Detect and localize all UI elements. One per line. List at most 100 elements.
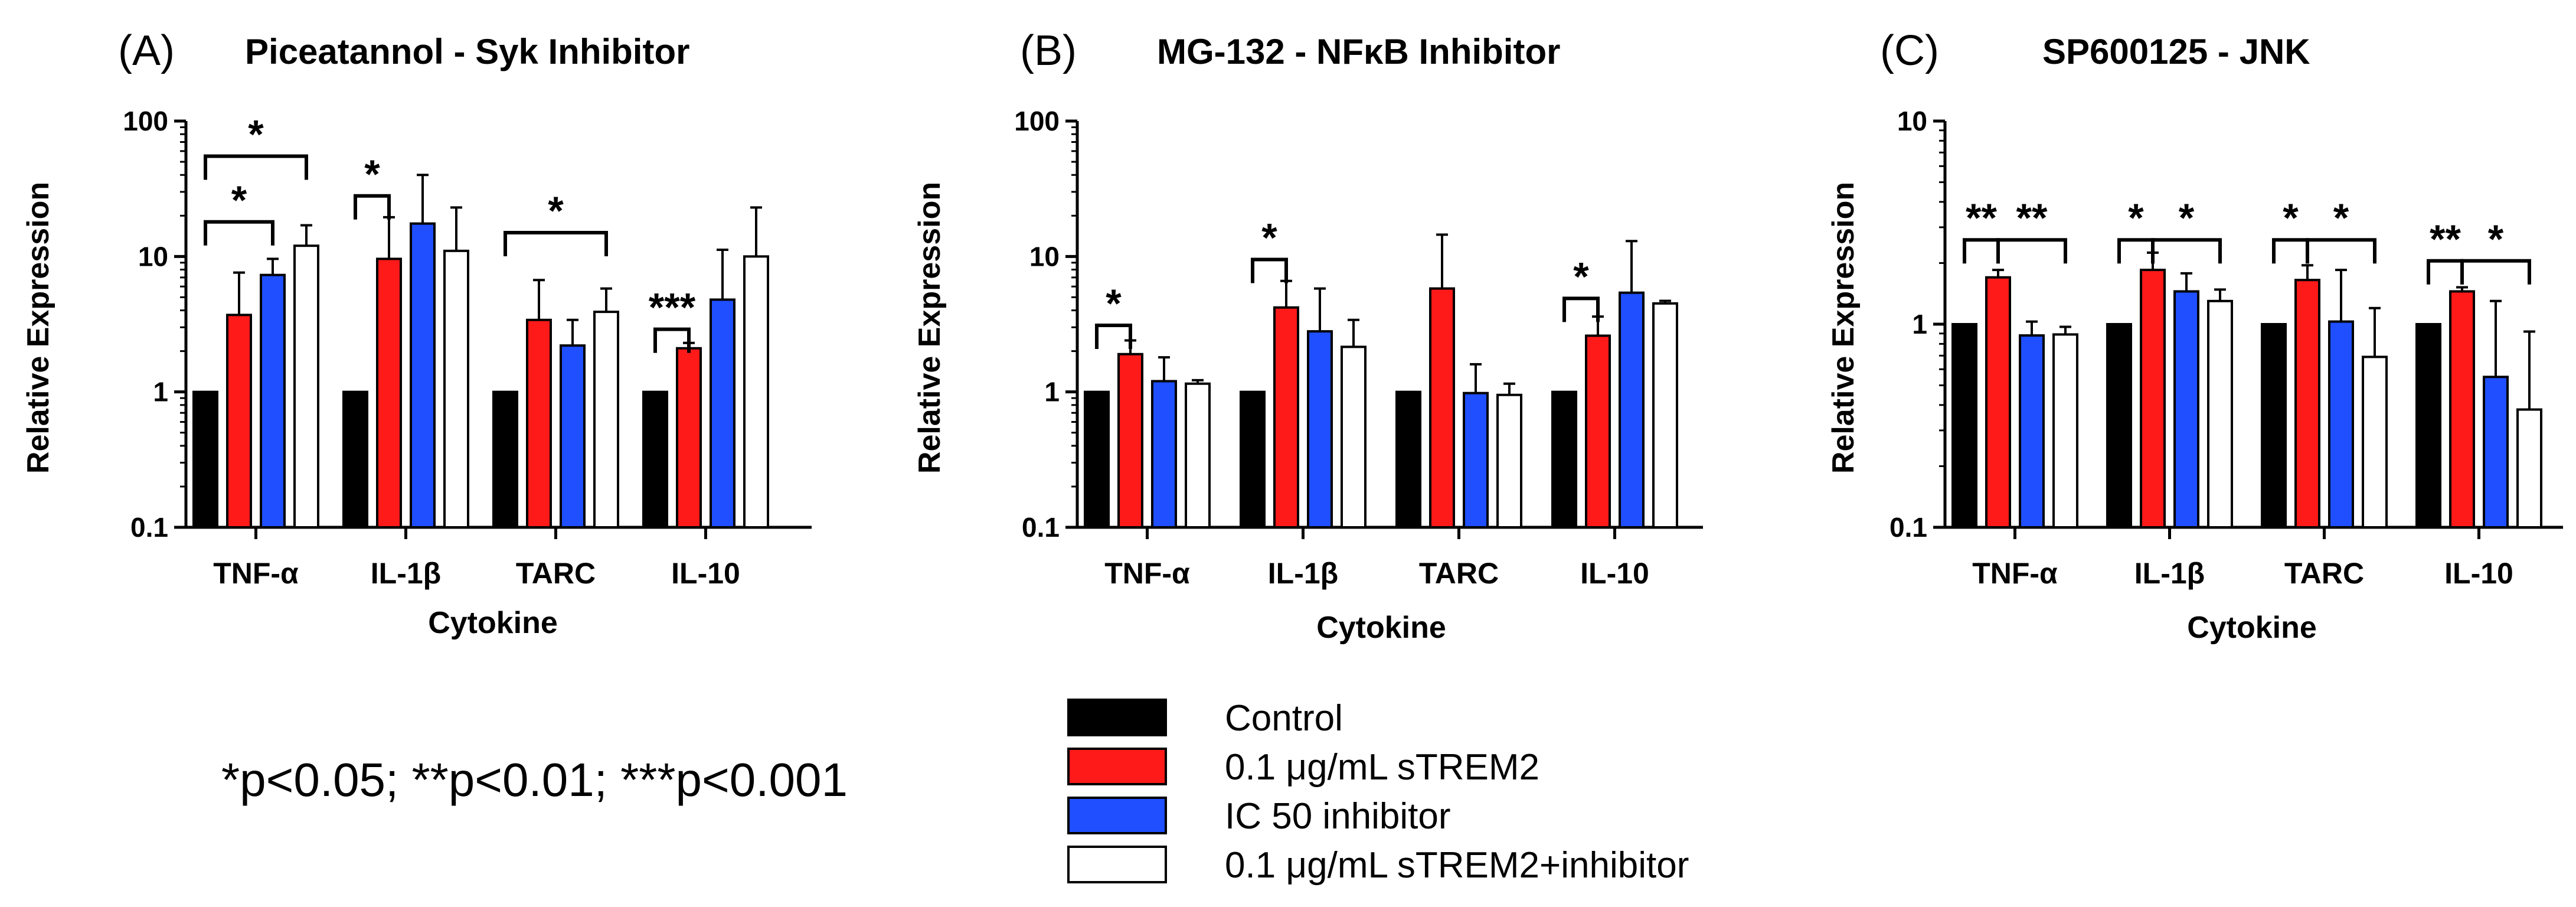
panel-c-sig-label-6: ** (2430, 217, 2461, 262)
panel-a-sig-label-0: * (248, 112, 264, 157)
legend-swatch-strem2 (1067, 748, 1167, 785)
panel-c-bar-s1-c2 (2294, 279, 2320, 528)
panel-c-category-label-3: IL-10 (2444, 557, 2513, 590)
panel-c-sig-bracket-5 (2306, 238, 2376, 264)
panel-b-bar-s1-c1 (1273, 306, 1299, 528)
panel-c-sig-label-3: * (2179, 195, 2195, 240)
panel-a-sig-bracket-4 (653, 327, 691, 353)
panel-a-ylabel: Relative Expression (21, 182, 55, 474)
panel-b-sig-bracket-1 (1251, 257, 1288, 283)
panel-a-bar-s0-c0 (192, 390, 218, 529)
panel-a: (A) Piceatannol - Syk Inhibitor Relative… (21, 27, 812, 640)
panel-c-sig-label-2: * (2128, 195, 2144, 240)
panel-a-category-label-0: TNF-α (213, 557, 299, 590)
panel-c-bar-s2-c0 (2019, 334, 2045, 528)
panel-a-category-label-2: TARC (516, 557, 596, 590)
panel-c-title: SP600125 - JNK (2042, 32, 2310, 71)
legend-label-control: Control (1225, 698, 1343, 739)
panel-a-sig-label-3: * (548, 188, 564, 233)
panel-a-bar-s2-c0 (260, 273, 286, 528)
panel-b-bar-s1-c0 (1117, 353, 1143, 529)
panel-a-title: Piceatannol - Syk Inhibitor (245, 32, 689, 71)
panel-a-sig-label-4: *** (649, 285, 696, 330)
panel-c-ytick-label-2: 10 (1897, 106, 1927, 136)
panel-c-bar-s0-c1 (2106, 323, 2132, 528)
panel-a-bar-s1-c3 (676, 347, 702, 529)
panel-a-bar-s3-c3 (743, 255, 769, 528)
panel-b-category-label-1: IL-1β (1268, 557, 1338, 590)
panel-c-bar-s2-c1 (2173, 290, 2199, 528)
panel-a-bar-s1-c0 (226, 314, 252, 528)
panel-b-category-label-2: TARC (1419, 557, 1499, 590)
panel-c-sig-bracket-7 (2460, 259, 2531, 285)
panel-b-sig-label-2: * (1573, 254, 1589, 299)
panel-c-bar-s3-c1 (2207, 299, 2233, 528)
panel-c-bar-s1-c3 (2449, 290, 2475, 528)
panel-c-category-label-2: TARC (2284, 557, 2364, 590)
panel-a-sig-bracket-3 (504, 230, 608, 256)
panel-c-bar-s1-c1 (2140, 269, 2166, 528)
panel-c-sig-bracket-1 (1996, 238, 2067, 264)
legend-item-strem2: 0.1 μg/mL sTREM2 (1067, 747, 1539, 788)
panel-b-bar-s1-c2 (1429, 287, 1455, 528)
panel-a-bar-s2-c2 (560, 344, 586, 529)
panel-b-bar-s0-c1 (1240, 390, 1266, 529)
panel-c-sig-label-0: ** (1966, 195, 1997, 240)
panel-b-bar-s3-c0 (1185, 382, 1211, 529)
panel-a-category-label-1: IL-1β (371, 557, 441, 590)
panel-b-bar-s3-c1 (1341, 345, 1367, 528)
panel-c-ylabel: Relative Expression (1826, 182, 1861, 474)
panel-b-bar-s0-c3 (1551, 390, 1577, 529)
panel-a-bar-s3-c2 (593, 311, 619, 528)
legend-swatch-control (1067, 699, 1167, 736)
panel-c-bar-s3-c3 (2516, 408, 2542, 528)
panel-c-bar-s2-c3 (2483, 376, 2509, 529)
panel-c: (C) SP600125 - JNK Relative Expression C… (1826, 27, 2563, 645)
panel-c-sig-bracket-4 (2272, 238, 2309, 264)
panel-c-bar-s0-c3 (2415, 323, 2441, 528)
panel-b-sig-label-1: * (1261, 215, 1277, 260)
panel-c-sig-label-7: * (2488, 217, 2504, 262)
legend-label-strem2-inhibitor: 0.1 μg/mL sTREM2+inhibitor (1225, 845, 1689, 886)
panel-b-sig-label-0: * (1106, 281, 1122, 326)
panel-b-bar-s0-c2 (1395, 390, 1421, 529)
panel-c-bar-s0-c0 (1951, 323, 1977, 528)
panel-c-category-label-0: TNF-α (1972, 557, 2058, 590)
panel-c-category-label-1: IL-1β (2134, 557, 2205, 590)
panel-b-bar-s2-c0 (1151, 380, 1177, 528)
panel-b-sig-bracket-2 (1562, 296, 1600, 322)
legend-item-strem2-inhibitor: 0.1 μg/mL sTREM2+inhibitor (1067, 845, 1689, 886)
panel-a-bar-s0-c3 (642, 390, 668, 529)
panel-b-ytick-label-0: 0.1 (1022, 512, 1060, 543)
panel-b-bar-s2-c1 (1307, 330, 1333, 528)
panel-a-bar-s3-c0 (293, 244, 319, 528)
legend-label-inhibitor: IC 50 inhibitor (1225, 796, 1451, 837)
panel-b-xlabel: Cytokine (1316, 611, 1446, 645)
panel-a-category-label-3: IL-10 (671, 557, 740, 590)
legend-item-control: Control (1067, 698, 1343, 739)
panel-a-xlabel: Cytokine (428, 606, 558, 640)
panel-c-tag: (C) (1880, 27, 1939, 74)
panel-b-bar-s1-c3 (1585, 334, 1611, 528)
panel-a-ytick-label-3: 100 (123, 106, 168, 136)
panel-b-tag: (B) (1020, 27, 1077, 74)
panel-b-category-label-3: IL-10 (1580, 557, 1649, 590)
panel-c-bar-s3-c2 (2362, 355, 2388, 528)
legend-swatch-strem2-inhibitor (1067, 846, 1167, 883)
panel-b-bar-s0-c0 (1084, 390, 1110, 529)
panel-a-bar-s2-c1 (410, 222, 436, 528)
panel-c-sig-label-1: ** (2016, 195, 2048, 240)
panel-b-category-label-0: TNF-α (1104, 557, 1190, 590)
panel-c-sig-label-5: * (2333, 195, 2349, 240)
legend-swatch-inhibitor (1067, 797, 1167, 834)
panel-b-bar-s2-c2 (1463, 391, 1489, 529)
panel-b-bar-s3-c2 (1496, 393, 1522, 528)
panel-a-sig-bracket-2 (354, 194, 391, 220)
panel-a-ytick-label-1: 1 (153, 377, 168, 407)
panel-a-sig-bracket-0 (204, 154, 308, 180)
panel-c-bar-s1-c0 (1985, 276, 2011, 528)
panel-c-ytick-label-0: 0.1 (1889, 512, 1927, 543)
panel-b-ytick-label-1: 1 (1044, 377, 1060, 407)
panel-a-sig-bracket-1 (204, 220, 274, 246)
panel-c-sig-label-4: * (2283, 195, 2299, 240)
